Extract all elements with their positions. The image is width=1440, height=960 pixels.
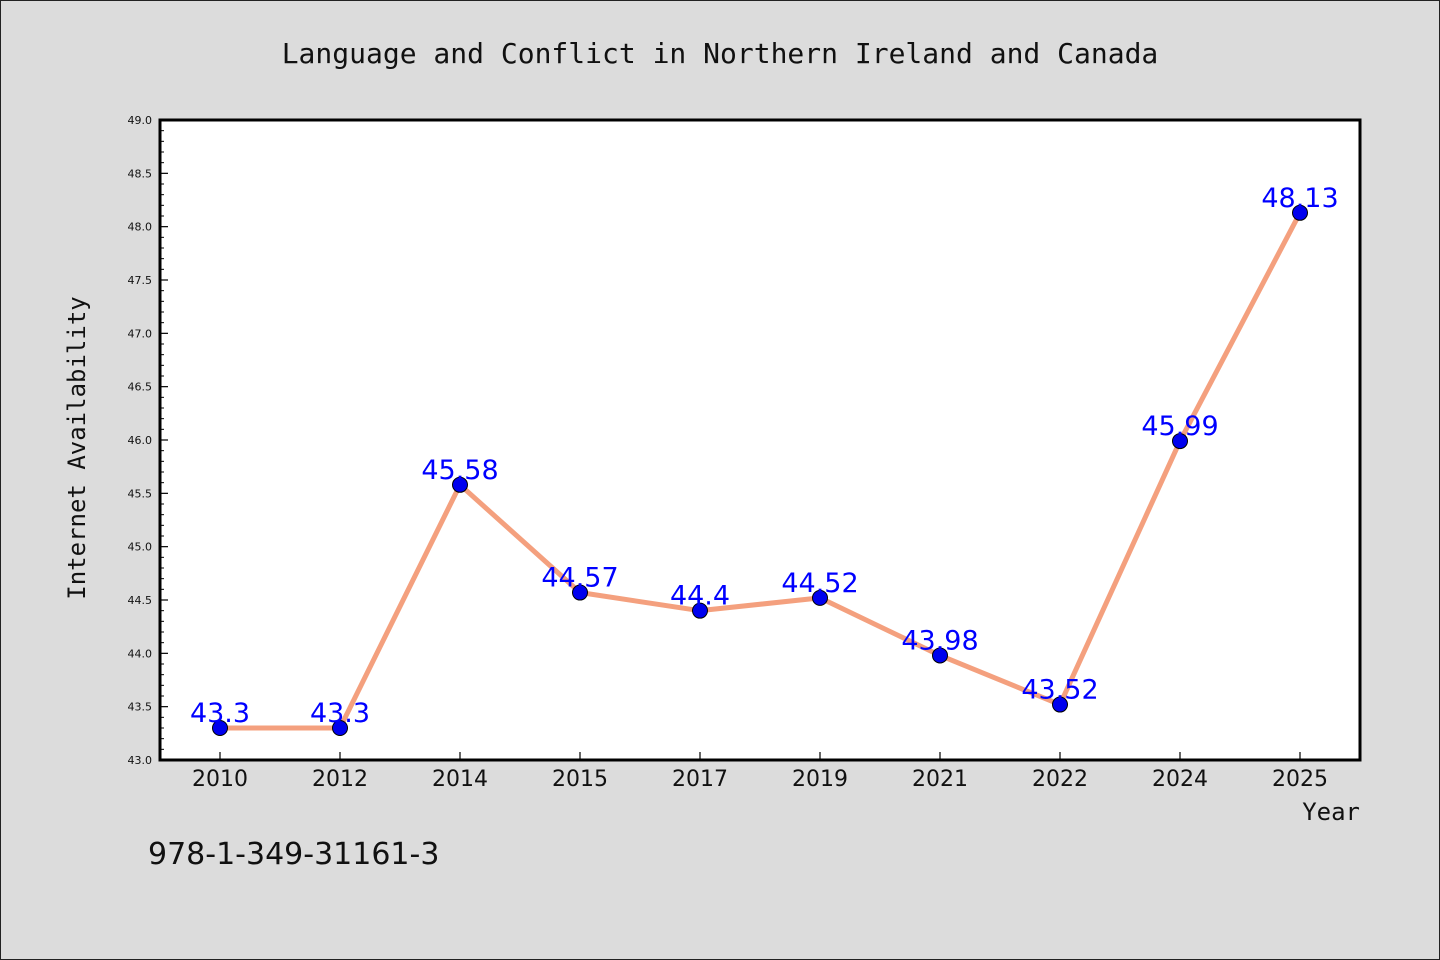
y-axis-label: Internet Availability bbox=[63, 296, 91, 599]
y-tick-label: 46.0 bbox=[128, 434, 153, 447]
y-tick-label: 45.0 bbox=[128, 541, 153, 554]
y-axis-ticks: 43.0 43.5 44.0 44.5 45.0 45.5 46.0 46.5 47.0 47.5… bbox=[128, 114, 168, 767]
plot-area bbox=[158, 118, 1362, 762]
x-tick-label: 2022 bbox=[1032, 767, 1088, 792]
x-tick-label: 2017 bbox=[672, 767, 728, 792]
data-label: 43.3 bbox=[190, 698, 250, 729]
x-axis-ticks: 2010 2012 2014 2015 2017 2019 2021 2022 2024 2025 bbox=[192, 752, 1328, 792]
x-tick-label: 2024 bbox=[1152, 767, 1208, 792]
data-point bbox=[692, 602, 708, 619]
data-point bbox=[332, 720, 348, 736]
y-tick-label: 47.5 bbox=[128, 274, 153, 287]
data-label: 43.3 bbox=[310, 698, 370, 729]
x-axis-label: Year bbox=[1302, 798, 1360, 826]
data-label: 48.13 bbox=[1261, 183, 1338, 214]
y-tick-label: 48.5 bbox=[128, 167, 153, 180]
x-tick-label: 2015 bbox=[552, 767, 608, 792]
x-tick-label: 2019 bbox=[792, 767, 848, 792]
y-tick-label: 47.0 bbox=[128, 327, 153, 340]
data-label: 43.52 bbox=[1021, 675, 1098, 706]
data-point bbox=[932, 647, 948, 664]
data-label: 44.4 bbox=[670, 581, 730, 612]
x-tick-label: 2021 bbox=[912, 767, 968, 792]
y-tick-label: 43.5 bbox=[128, 701, 153, 714]
data-label: 45.58 bbox=[421, 455, 498, 486]
data-point bbox=[572, 584, 588, 601]
data-markers bbox=[212, 204, 1308, 736]
y-tick-label: 45.5 bbox=[128, 487, 153, 500]
data-point bbox=[1172, 433, 1188, 450]
x-tick-label: 2025 bbox=[1272, 767, 1328, 792]
footer-isbn-text: 978-1-349-31161-3 bbox=[148, 837, 439, 872]
data-label: 44.52 bbox=[781, 568, 858, 599]
data-point bbox=[1052, 696, 1068, 713]
data-point bbox=[452, 476, 468, 493]
y-tick-label: 44.0 bbox=[128, 647, 153, 660]
data-label: 45.99 bbox=[1141, 411, 1218, 442]
x-tick-label: 2010 bbox=[192, 767, 248, 792]
y-tick-label: 44.5 bbox=[128, 594, 153, 607]
x-tick-label: 2012 bbox=[312, 767, 368, 792]
x-tick-label: 2014 bbox=[432, 767, 488, 792]
data-point bbox=[212, 720, 228, 736]
y-tick-label: 46.5 bbox=[128, 381, 153, 394]
y-tick-label: 48.0 bbox=[128, 221, 153, 234]
series-line-group bbox=[217, 210, 1303, 731]
series-line bbox=[217, 210, 1303, 731]
data-label: 44.57 bbox=[541, 563, 618, 594]
y-tick-label: 43.0 bbox=[128, 754, 153, 767]
data-point bbox=[1292, 204, 1308, 221]
data-point bbox=[812, 589, 828, 606]
data-labels: 43.3 43.3 45.58 44.57 44.4 44.52 43.98 43.52 45.… bbox=[190, 183, 1339, 729]
chart-title: Language and Conflict in Northern Irelan… bbox=[282, 37, 1159, 70]
y-tick-label: 49.0 bbox=[128, 114, 153, 127]
data-label: 43.98 bbox=[901, 625, 978, 656]
